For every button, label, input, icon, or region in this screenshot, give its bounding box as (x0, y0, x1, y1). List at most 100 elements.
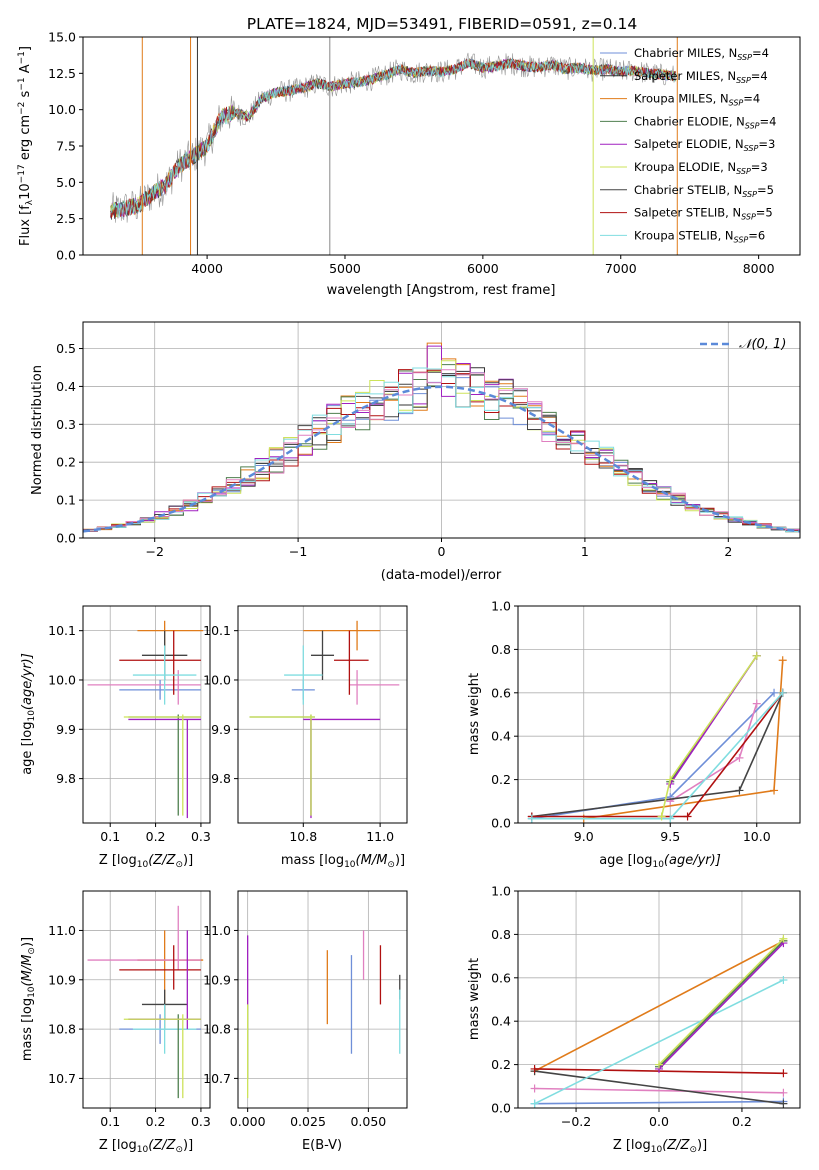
residuals-xlabel: (data-model)/error (381, 568, 502, 583)
weight-marker (666, 775, 675, 784)
spectrum-xticks: 4000 5000 6000 7000 8000 (191, 255, 775, 276)
residuals-yticks: 0.0 0.1 0.2 0.3 0.4 0.5 (56, 341, 83, 546)
age-vs-Z-plot-area (83, 606, 210, 823)
weight-marker (527, 814, 536, 823)
spectrum-salpeter_elodie-line (110, 58, 676, 218)
weight-line (534, 1070, 784, 1105)
y-tick-label: 10.7 (203, 1071, 231, 1086)
age-vs-Z-ylabel: age [log10(age/yr)] (20, 653, 37, 775)
y-tick-label: 0.0 (491, 1101, 511, 1116)
x-tick-label: 0.3 (191, 829, 211, 844)
mass-vs-ebv-yticks: 10.7 10.8 10.9 11.0 (203, 923, 238, 1086)
age-vs-mass-xlabel: mass [log10(M/M⊙)] (281, 853, 405, 870)
age-vs-Z-frame (82, 605, 211, 824)
x-tick-label: 0.025 (290, 1114, 326, 1129)
y-tick-label: 10.9 (203, 972, 231, 987)
weight-marker (779, 1099, 788, 1108)
weight-vs-age-frame (517, 605, 801, 824)
x-tick-label: 9.0 (574, 829, 594, 844)
y-tick-label: 0.0 (56, 248, 76, 263)
age-vs-Z-yticks: 9.8 9.9 10.0 10.1 (48, 623, 83, 786)
mass-vs-ebv-xticks: 0.000 0.025 0.050 (230, 1108, 386, 1129)
spectrum-salpeter_miles-line (110, 58, 676, 220)
x-tick-label: −1 (289, 544, 307, 559)
age-vs-mass-xticks: 10.8 11.0 (289, 823, 394, 844)
age-vs-mass-panel: 10.8 11.0 9.8 9.9 10.0 10.1 mass [log10(M/M⊙… (203, 605, 408, 870)
weight-line (531, 692, 784, 818)
mass-vs-Z-yticks: 10.7 10.8 10.9 11.0 (48, 923, 83, 1086)
weight-marker (530, 1084, 539, 1093)
y-tick-label: 10.8 (48, 1022, 76, 1037)
spectrum-data-line (110, 52, 676, 223)
x-tick-label: 0.000 (230, 1114, 266, 1129)
x-tick-label: 9.5 (660, 829, 680, 844)
weight-marker (683, 812, 692, 821)
weight-marker (655, 1060, 663, 1069)
spectrum-chabrier_stelib-line (110, 57, 676, 220)
y-tick-label: 5.0 (56, 175, 76, 190)
weight-vs-Z-yticks: 0.0 0.2 0.4 0.6 0.8 1.0 (491, 884, 518, 1116)
weight-line (534, 1100, 784, 1105)
y-tick-label: 0.0 (491, 816, 511, 831)
mass-vs-Z-xticks: 0.1 0.2 0.3 (100, 1108, 211, 1129)
x-tick-label: 2 (724, 544, 732, 559)
x-tick-label: 0.3 (191, 1114, 211, 1129)
y-tick-label: 0.2 (56, 455, 76, 470)
y-tick-label: 0.6 (491, 970, 511, 985)
weight-vs-Z-panel: −0.2 0.0 0.2 0.0 0.2 0.4 0.6 0.8 1.0 Z [log10(Z… (467, 884, 801, 1155)
x-tick-label: 0.1 (100, 829, 120, 844)
y-tick-label: 11.0 (203, 923, 231, 938)
y-tick-label: 10.0 (48, 102, 76, 117)
weight-marker (779, 934, 788, 943)
residuals-xticks: −2 −1 0 1 2 (145, 538, 732, 559)
y-tick-label: 10.1 (203, 623, 231, 638)
y-tick-label: 9.8 (56, 771, 76, 786)
x-tick-label: 0 (438, 544, 446, 559)
y-tick-label: 7.5 (56, 139, 76, 154)
residuals-legend: 𝒩(0, 1) (700, 337, 786, 352)
weight-line (534, 979, 784, 1105)
y-tick-label: 0.3 (56, 417, 76, 432)
weight-line (531, 692, 775, 820)
weight-marker (752, 651, 761, 660)
y-tick-label: 9.9 (56, 722, 76, 737)
y-tick-label: 15.0 (48, 30, 76, 45)
y-tick-label: 0.8 (491, 927, 511, 942)
mass-vs-Z-xlabel: Z [log10(Z/Z⊙)] (99, 1138, 193, 1155)
y-tick-label: 1.0 (491, 884, 511, 899)
mass-vs-ebv-xlabel: E(B-V) (302, 1138, 342, 1153)
weight-marker (779, 975, 788, 984)
x-tick-label: 8000 (743, 261, 775, 276)
weight-vs-age-plot-area (518, 605, 800, 824)
x-tick-label: 10.0 (743, 829, 771, 844)
age-vs-Z-xlabel: Z [log10(Z/Z⊙)] (99, 853, 193, 870)
weight-marker (735, 753, 744, 762)
spectrum-chabrier_miles-line (110, 58, 676, 220)
weight-vs-age-xticks: 9.0 9.5 10.0 (574, 823, 771, 844)
age-vs-mass-yticks: 9.8 9.9 10.0 10.1 (203, 623, 238, 786)
weight-marker (778, 656, 787, 665)
residual-hist-pink (83, 369, 800, 531)
y-tick-label: 0.2 (491, 1057, 511, 1072)
weight-marker (770, 688, 779, 697)
residual-hist-kroupa_elodie (83, 360, 800, 532)
mass-vs-ebv-frame (237, 890, 408, 1109)
y-tick-label: 2.5 (56, 211, 76, 226)
legend-label: Kroupa MILES, NSSP=4 (634, 92, 760, 108)
legend-label: Kroupa ELODIE, NSSP=3 (634, 160, 768, 176)
legend-label: Chabrier ELODIE, NSSP=4 (634, 114, 776, 130)
y-tick-label: 12.5 (48, 66, 76, 81)
y-tick-label: 9.9 (211, 722, 231, 737)
x-tick-label: 0.0 (649, 1114, 669, 1129)
y-tick-label: 0.2 (491, 772, 511, 787)
x-tick-label: 0.050 (350, 1114, 386, 1129)
mass-vs-Z-ylabel: mass [log10(M/M⊙)] (20, 937, 37, 1061)
spectrum-chabrier_elodie-line (110, 58, 676, 218)
spectrum-xlabel: wavelength [Angstrom, rest frame] (327, 283, 556, 298)
residual-hist-kroupa_stelib (83, 367, 800, 532)
y-tick-label: 10.1 (48, 623, 76, 638)
x-tick-label: 6000 (467, 261, 499, 276)
y-tick-label: 11.0 (48, 923, 76, 938)
y-tick-label: 0.4 (56, 379, 76, 394)
